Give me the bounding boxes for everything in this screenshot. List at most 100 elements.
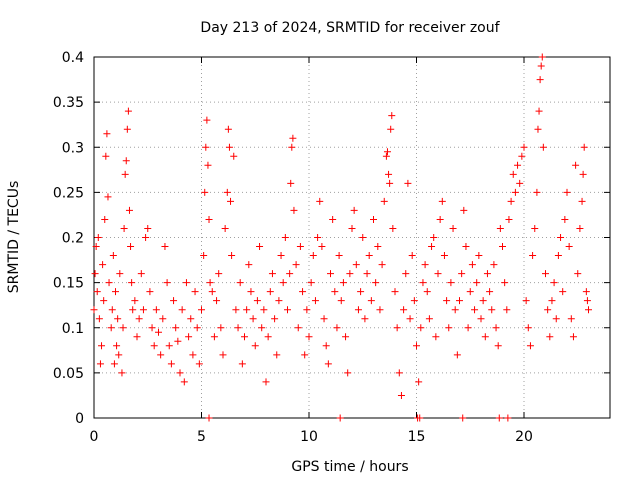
data-point: [331, 288, 338, 295]
data-point: [337, 415, 344, 422]
data-point: [585, 306, 592, 313]
data-point: [280, 279, 287, 286]
data-point: [359, 234, 366, 241]
data-point: [428, 243, 435, 250]
data-point: [480, 297, 487, 304]
data-point: [110, 252, 117, 259]
data-point: [346, 270, 353, 277]
data-point: [115, 351, 122, 358]
data-point: [559, 288, 566, 295]
data-point: [271, 315, 278, 322]
data-point: [426, 315, 433, 322]
data-point: [445, 324, 452, 331]
data-point: [250, 315, 257, 322]
x-tick-label: 5: [197, 429, 206, 445]
data-point: [123, 157, 130, 164]
data-point: [288, 144, 295, 151]
data-point: [546, 333, 553, 340]
data-point: [441, 252, 448, 259]
data-point: [459, 415, 466, 422]
data-point: [366, 252, 373, 259]
data-point: [473, 279, 480, 286]
data-point: [458, 270, 465, 277]
data-point: [538, 63, 545, 70]
data-point: [128, 279, 135, 286]
data-point: [534, 126, 541, 133]
data-point: [125, 108, 132, 115]
data-point: [265, 333, 272, 340]
data-point: [495, 342, 502, 349]
data-point: [462, 243, 469, 250]
data-point: [400, 306, 407, 313]
data-point: [136, 315, 143, 322]
data-point: [321, 315, 328, 322]
data-point: [121, 225, 128, 232]
y-tick-label: 0.25: [53, 185, 84, 201]
data-point: [183, 279, 190, 286]
data-point: [108, 324, 115, 331]
data-point: [353, 261, 360, 268]
data-point: [318, 243, 325, 250]
chart-title: Day 213 of 2024, SRMTID for receiver zou…: [200, 20, 500, 36]
data-point: [92, 270, 99, 277]
data-point: [312, 297, 319, 304]
data-point: [258, 324, 265, 331]
data-point: [553, 315, 560, 322]
data-point: [430, 234, 437, 241]
data-point: [564, 189, 571, 196]
data-point: [490, 261, 497, 268]
data-point: [314, 234, 321, 241]
data-point: [542, 270, 549, 277]
data-point: [450, 225, 457, 232]
data-point: [164, 279, 171, 286]
data-point: [104, 193, 111, 200]
data-point: [202, 144, 209, 151]
data-point: [95, 234, 102, 241]
data-point: [269, 270, 276, 277]
data-point: [469, 261, 476, 268]
data-point: [557, 234, 564, 241]
data-point: [215, 270, 222, 277]
data-point: [376, 306, 383, 313]
data-point: [290, 207, 297, 214]
data-point: [381, 198, 388, 205]
data-point: [404, 180, 411, 187]
data-point: [303, 306, 310, 313]
data-point: [452, 306, 459, 313]
data-point: [581, 144, 588, 151]
data-point: [370, 216, 377, 223]
data-point: [102, 153, 109, 160]
data-point: [488, 306, 495, 313]
data-point: [245, 261, 252, 268]
data-point: [206, 415, 213, 422]
data-point: [225, 126, 232, 133]
data-point: [227, 198, 234, 205]
data-point: [151, 342, 158, 349]
data-point: [580, 171, 587, 178]
data-point: [568, 315, 575, 322]
data-point: [417, 324, 424, 331]
data-point: [555, 252, 562, 259]
data-point: [510, 171, 517, 178]
x-tick-label: 0: [90, 429, 99, 445]
data-point: [237, 279, 244, 286]
data-point: [243, 306, 250, 313]
data-point: [396, 369, 403, 376]
data-point: [465, 324, 472, 331]
data-point: [389, 225, 396, 232]
data-point: [101, 216, 108, 223]
data-point: [282, 234, 289, 241]
data-point: [100, 297, 107, 304]
data-point: [122, 171, 129, 178]
data-point: [239, 360, 246, 367]
data-point: [529, 252, 536, 259]
data-point: [157, 351, 164, 358]
data-point: [217, 324, 224, 331]
data-point: [409, 252, 416, 259]
y-tick-label: 0.4: [62, 50, 84, 66]
data-point: [306, 333, 313, 340]
data-point: [566, 243, 573, 250]
data-point: [198, 306, 205, 313]
data-point: [388, 112, 395, 119]
data-point: [189, 351, 196, 358]
